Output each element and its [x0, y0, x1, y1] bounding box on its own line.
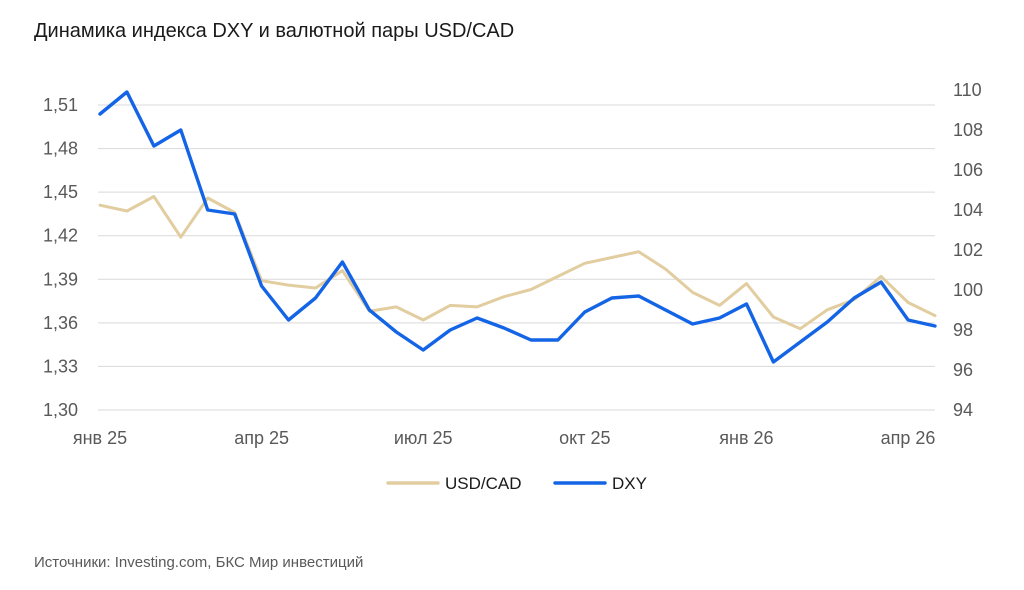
legend: USD/CAD DXY: [386, 474, 647, 493]
right-tick-label: 94: [953, 400, 973, 420]
source-note: Источники: Investing.com, БКС Мир инвест…: [34, 554, 364, 571]
right-tick-label: 102: [953, 240, 983, 260]
x-tick-label: окт 25: [559, 428, 610, 448]
gridlines: [98, 104, 935, 411]
series-line-dxy: [98, 90, 937, 364]
left-tick-label: 1,42: [43, 226, 78, 246]
right-tick-label: 100: [953, 280, 983, 300]
right-tick-label: 110: [953, 80, 982, 100]
left-axis-ticks: 1,30 1,33 1,36 1,39 1,42 1,45 1,48 1,51: [43, 95, 78, 420]
right-tick-label: 106: [953, 160, 983, 180]
right-tick-label: 108: [953, 120, 983, 140]
right-tick-label: 98: [953, 320, 973, 340]
left-tick-label: 1,30: [43, 400, 78, 420]
x-tick-label: янв 25: [73, 428, 127, 448]
series-line-usdcad: [98, 195, 937, 331]
legend-label-dxy: DXY: [612, 474, 647, 493]
right-tick-label: 96: [953, 360, 973, 380]
x-tick-label: янв 26: [719, 428, 773, 448]
right-tick-label: 104: [953, 200, 983, 220]
x-tick-label: апр 25: [234, 428, 289, 448]
left-tick-label: 1,36: [43, 313, 78, 333]
left-tick-label: 1,45: [43, 182, 78, 202]
x-tick-label: апр 26: [881, 428, 936, 448]
left-tick-label: 1,51: [43, 95, 78, 115]
left-tick-label: 1,39: [43, 269, 78, 289]
legend-label-usdcad: USD/CAD: [445, 474, 522, 493]
left-tick-label: 1,48: [43, 139, 78, 159]
series-lines: [98, 90, 937, 364]
x-tick-label: июл 25: [394, 428, 453, 448]
x-axis-ticks: янв 25 апр 25 июл 25 окт 25 янв 26 апр 26: [73, 428, 936, 448]
left-tick-label: 1,33: [43, 356, 78, 376]
right-axis-ticks: 94 96 98 100 102 104 106 108 110: [953, 80, 983, 420]
chart-title: Динамика индекса DXY и валютной пары USD…: [34, 20, 515, 42]
